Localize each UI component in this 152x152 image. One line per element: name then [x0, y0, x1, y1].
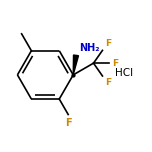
Polygon shape: [73, 55, 78, 75]
Text: HCl: HCl: [115, 68, 133, 78]
Text: NH₂: NH₂: [79, 43, 100, 53]
Text: F: F: [112, 59, 118, 68]
Text: F: F: [65, 118, 72, 128]
Text: F: F: [105, 78, 111, 87]
Text: F: F: [105, 39, 111, 48]
